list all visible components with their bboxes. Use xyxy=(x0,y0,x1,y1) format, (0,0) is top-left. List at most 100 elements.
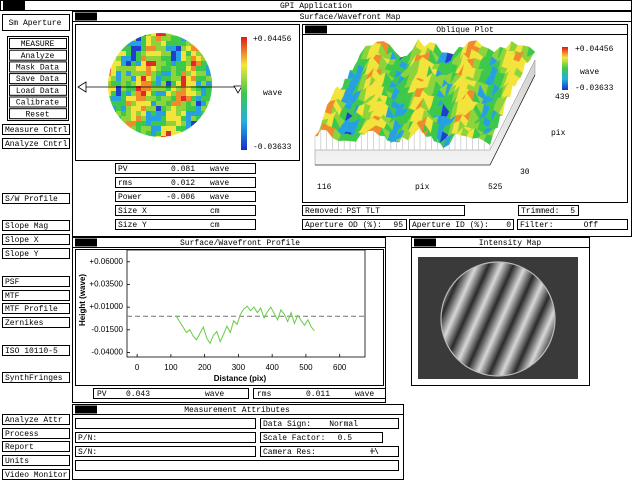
map-cell xyxy=(156,136,161,137)
stat-field xyxy=(115,177,256,188)
map-cell xyxy=(181,51,186,56)
map-cell xyxy=(201,101,206,106)
map-cell xyxy=(136,56,141,61)
button[interactable] xyxy=(2,124,70,135)
stat-value: 0.043 xyxy=(126,390,150,399)
stat-value: -0.006 xyxy=(166,193,195,202)
map-cell xyxy=(151,101,156,106)
button[interactable] xyxy=(2,469,70,480)
map-cell xyxy=(161,51,166,56)
map-cell xyxy=(141,96,146,101)
button[interactable] xyxy=(9,96,67,108)
button-label: Mask Data xyxy=(16,64,59,73)
button[interactable] xyxy=(2,276,70,287)
map-cell xyxy=(201,96,206,101)
map-cell xyxy=(181,46,186,51)
map-cell xyxy=(156,41,161,46)
map-cell xyxy=(141,86,146,91)
button[interactable] xyxy=(2,248,70,259)
map-cell xyxy=(121,101,126,106)
button-label: MTF xyxy=(5,292,20,301)
aperture-button[interactable] xyxy=(2,14,70,31)
map-cell xyxy=(196,106,201,111)
button[interactable] xyxy=(9,49,67,61)
scale-min: -0.03633 xyxy=(253,143,292,152)
serial-field[interactable] xyxy=(75,446,256,457)
map-cell xyxy=(166,101,171,106)
map-cell xyxy=(196,66,201,71)
map-cell xyxy=(141,111,146,116)
button[interactable] xyxy=(2,303,70,314)
map-cell xyxy=(196,61,201,66)
map-cell xyxy=(176,101,181,106)
button[interactable] xyxy=(2,455,70,466)
button[interactable] xyxy=(2,317,70,328)
map-cell xyxy=(201,86,206,91)
map-cell xyxy=(136,61,141,66)
button-label: PSF xyxy=(5,278,20,287)
map-cell xyxy=(116,76,121,81)
button[interactable] xyxy=(2,441,70,452)
map-cell xyxy=(141,116,146,121)
button[interactable] xyxy=(9,108,67,120)
camera-res-icon xyxy=(370,447,379,455)
button[interactable] xyxy=(2,290,70,301)
map-cell xyxy=(146,111,151,116)
map-cell xyxy=(146,131,151,136)
axis-label: pix xyxy=(551,129,566,138)
map-cell xyxy=(141,66,146,71)
text-field[interactable] xyxy=(75,460,399,471)
button-label: Slope Y xyxy=(5,250,39,259)
stat-value: 0.081 xyxy=(171,165,195,174)
button[interactable] xyxy=(9,61,67,73)
map-cell xyxy=(171,86,176,91)
map-cell xyxy=(176,126,181,131)
camera-res-field xyxy=(260,446,399,457)
x-tick-label: 600 xyxy=(333,363,347,372)
part-field[interactable] xyxy=(75,432,256,443)
button[interactable] xyxy=(2,193,70,204)
button[interactable] xyxy=(2,372,70,383)
map-cell xyxy=(191,51,196,56)
map-cell xyxy=(151,33,156,36)
button-label: Slope Mag xyxy=(5,222,48,231)
map-cell xyxy=(206,96,211,101)
map-cell xyxy=(166,96,171,101)
text-field[interactable] xyxy=(75,418,256,429)
button[interactable] xyxy=(9,84,67,96)
map-cell xyxy=(126,76,131,81)
map-cell xyxy=(166,71,171,76)
map-cell xyxy=(151,96,156,101)
color-bar xyxy=(562,47,568,90)
button[interactable] xyxy=(2,234,70,245)
map-cell xyxy=(156,51,161,56)
map-cell xyxy=(146,101,151,106)
axis-label: pix xyxy=(415,183,430,192)
map-cell xyxy=(191,96,196,101)
button[interactable] xyxy=(2,428,70,439)
map-cell xyxy=(206,66,211,71)
map-cell xyxy=(186,111,191,116)
map-cell xyxy=(108,86,111,91)
map-cell xyxy=(131,116,136,121)
map-cell xyxy=(108,91,111,96)
button[interactable] xyxy=(2,345,70,356)
button[interactable] xyxy=(2,414,70,425)
button[interactable] xyxy=(9,73,67,85)
map-cell xyxy=(131,121,136,126)
map-cell xyxy=(171,116,176,121)
filter-field-value: Off xyxy=(584,221,599,230)
button[interactable] xyxy=(2,220,70,231)
map-cell xyxy=(146,33,151,36)
aperture-od-field xyxy=(302,219,407,230)
button[interactable] xyxy=(2,138,70,149)
window-title: Surface/Wavefront Profile xyxy=(180,239,300,248)
map-cell xyxy=(126,101,131,106)
map-cell xyxy=(186,81,191,86)
map-cell xyxy=(181,76,186,81)
map-cell xyxy=(161,41,166,46)
map-cell xyxy=(121,81,126,86)
map-cell xyxy=(201,91,206,96)
plot-frame xyxy=(126,249,366,358)
